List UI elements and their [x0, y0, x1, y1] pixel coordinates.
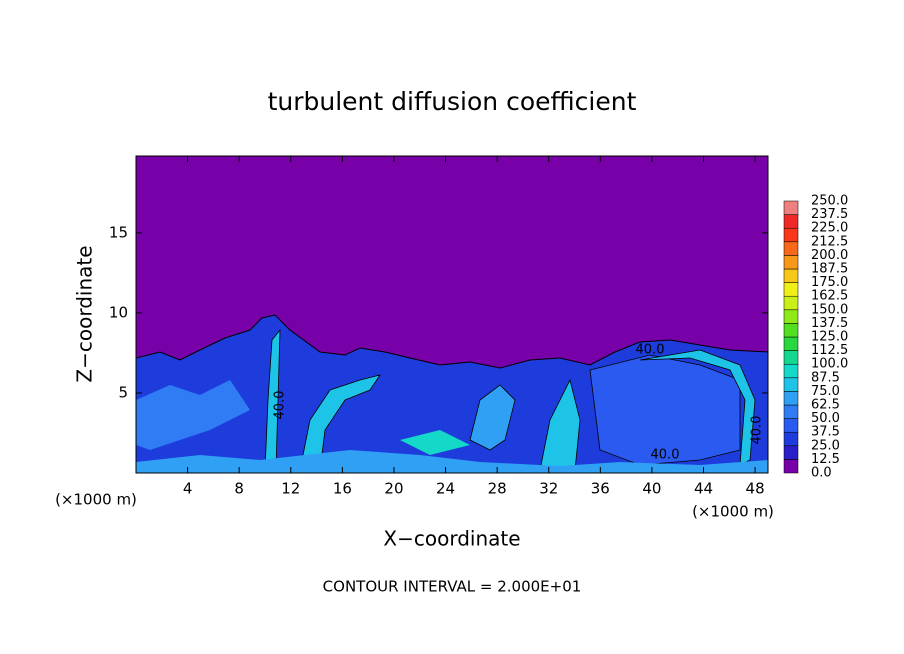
colorbar-box [783, 459, 799, 474]
colorbar-label: 137.5 [811, 316, 848, 331]
colorbar-label: 87.5 [811, 370, 840, 385]
contour-label: 40.0 [651, 448, 680, 463]
x-tick-label: 40 [642, 480, 661, 498]
colorbar-label: 237.5 [811, 207, 848, 222]
field [136, 156, 768, 473]
colorbar-label: 162.5 [811, 289, 848, 304]
x-unit: (×1000 m) [692, 503, 774, 521]
y-unit: (×1000 m) [55, 491, 137, 509]
field-region [299, 374, 381, 471]
x-tick-label: 28 [488, 480, 507, 498]
colorbar-box [783, 227, 799, 243]
colorbar-box [783, 268, 799, 283]
colorbar-box [783, 350, 799, 365]
colorbar-box [783, 336, 799, 351]
x-tick-label: 44 [694, 480, 713, 498]
colorbar-label: 225.0 [811, 221, 848, 236]
colorbar-label: 250.0 [811, 194, 848, 209]
x-axis-label: X−coordinate [383, 527, 520, 551]
colorbar-label: 200.0 [811, 248, 848, 263]
contour-label: 40.0 [636, 343, 665, 358]
x-tick-label: 20 [384, 480, 403, 498]
colorbar-box [783, 200, 799, 215]
contour-label: 40.0 [750, 416, 765, 445]
field-region [136, 450, 768, 473]
colorbar-label: 12.5 [811, 452, 840, 467]
colorbar-box [783, 241, 799, 256]
colorbar-label: 100.0 [811, 357, 848, 372]
colorbar-box [783, 445, 799, 460]
colorbar-box [783, 363, 799, 379]
colorbar-box [783, 255, 799, 270]
colorbar-label: 62.5 [811, 398, 840, 413]
colorbar-box [783, 391, 799, 406]
y-tick-label: 5 [118, 383, 128, 401]
colorbar-label: 0.0 [811, 466, 832, 481]
x-tick-label: 8 [234, 480, 244, 498]
x-tick-label: 24 [436, 480, 455, 498]
colorbar-label: 175.0 [811, 275, 848, 290]
colorbar-label: 37.5 [811, 425, 840, 440]
plot-frame [135, 155, 769, 474]
y-tick-label: 15 [109, 223, 128, 241]
colorbar-box [783, 295, 799, 311]
colorbar-label: 50.0 [811, 411, 840, 426]
y-tick-label: 10 [109, 303, 128, 321]
x-tick-label: 48 [746, 480, 765, 498]
colorbar-label: 212.5 [811, 234, 848, 249]
colorbar-box [783, 431, 799, 447]
x-tick-label: 4 [183, 480, 193, 498]
colorbar-label: 75.0 [811, 384, 840, 399]
colorbar-box [783, 404, 799, 419]
colorbar-box [783, 214, 799, 229]
colorbar-label: 112.5 [811, 343, 848, 358]
x-tick-label: 16 [333, 480, 352, 498]
chart-title: turbulent diffusion coefficient [268, 87, 637, 116]
colorbar-box [783, 282, 799, 297]
colorbar-box [783, 309, 799, 324]
field-region [469, 384, 516, 451]
colorbar-box [783, 323, 799, 338]
colorbar-box [783, 377, 799, 392]
colorbar-label: 125.0 [811, 330, 848, 345]
contour-note: CONTOUR INTERVAL = 2.000E+01 [323, 578, 582, 596]
x-tick-label: 32 [539, 480, 558, 498]
x-tick-label: 36 [591, 480, 610, 498]
y-axis-label: Z−coordinate [73, 245, 97, 382]
field-region [400, 430, 470, 455]
contour-label: 40.0 [273, 391, 288, 420]
colorbar-label: 25.0 [811, 438, 840, 453]
x-tick-label: 12 [281, 480, 300, 498]
colorbar-label: 187.5 [811, 262, 848, 277]
field-region [136, 380, 250, 450]
colorbar-box [783, 418, 799, 433]
colorbar-label: 150.0 [811, 302, 848, 317]
